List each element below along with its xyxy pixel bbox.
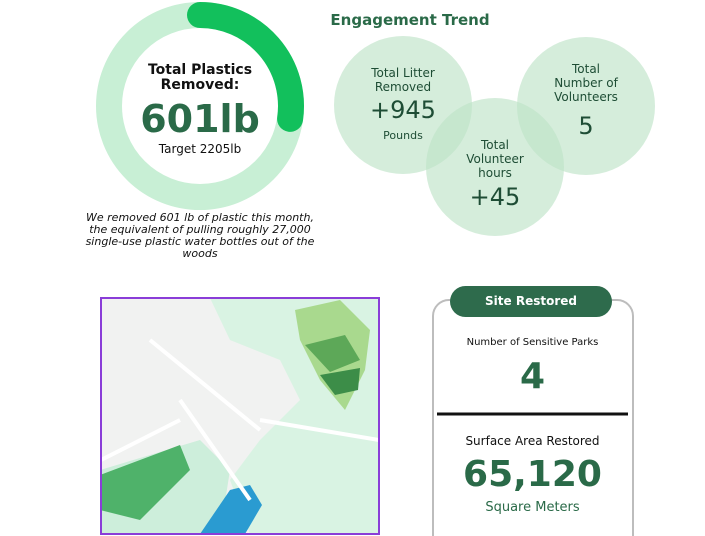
stat-value: 4 (519, 356, 546, 397)
bubble-unit: Pounds (383, 129, 423, 142)
site-header-pill (450, 286, 612, 317)
bubble-label: Total Number of Volunteers (554, 62, 618, 104)
bubble (426, 98, 564, 236)
stat-value: 65,120 (463, 454, 602, 495)
gauge-target: Target 2205lb (158, 142, 242, 156)
caption: We removed 601 lb of plastic this month,… (85, 211, 315, 260)
bubble-label: Total Volunteer hours (466, 138, 524, 180)
stat-label: Number of Sensitive Parks (466, 337, 599, 348)
stat-label: Surface Area Restored (465, 434, 600, 448)
gauge-value: 601lb (140, 97, 260, 141)
bubble-value: +45 (469, 183, 521, 211)
bubble-label: Total Litter Removed (371, 66, 435, 94)
gauge-title: Total Plastics Removed: (147, 62, 253, 93)
bubble-value: 5 (578, 112, 594, 140)
site-header: Site Restored (485, 294, 577, 308)
gauge-arc (187, 2, 304, 132)
stat-unit: Square Meters (485, 500, 580, 515)
engagement-title: Engagement Trend (330, 11, 490, 29)
bubble-value: +945 (370, 96, 436, 124)
map (100, 297, 380, 535)
